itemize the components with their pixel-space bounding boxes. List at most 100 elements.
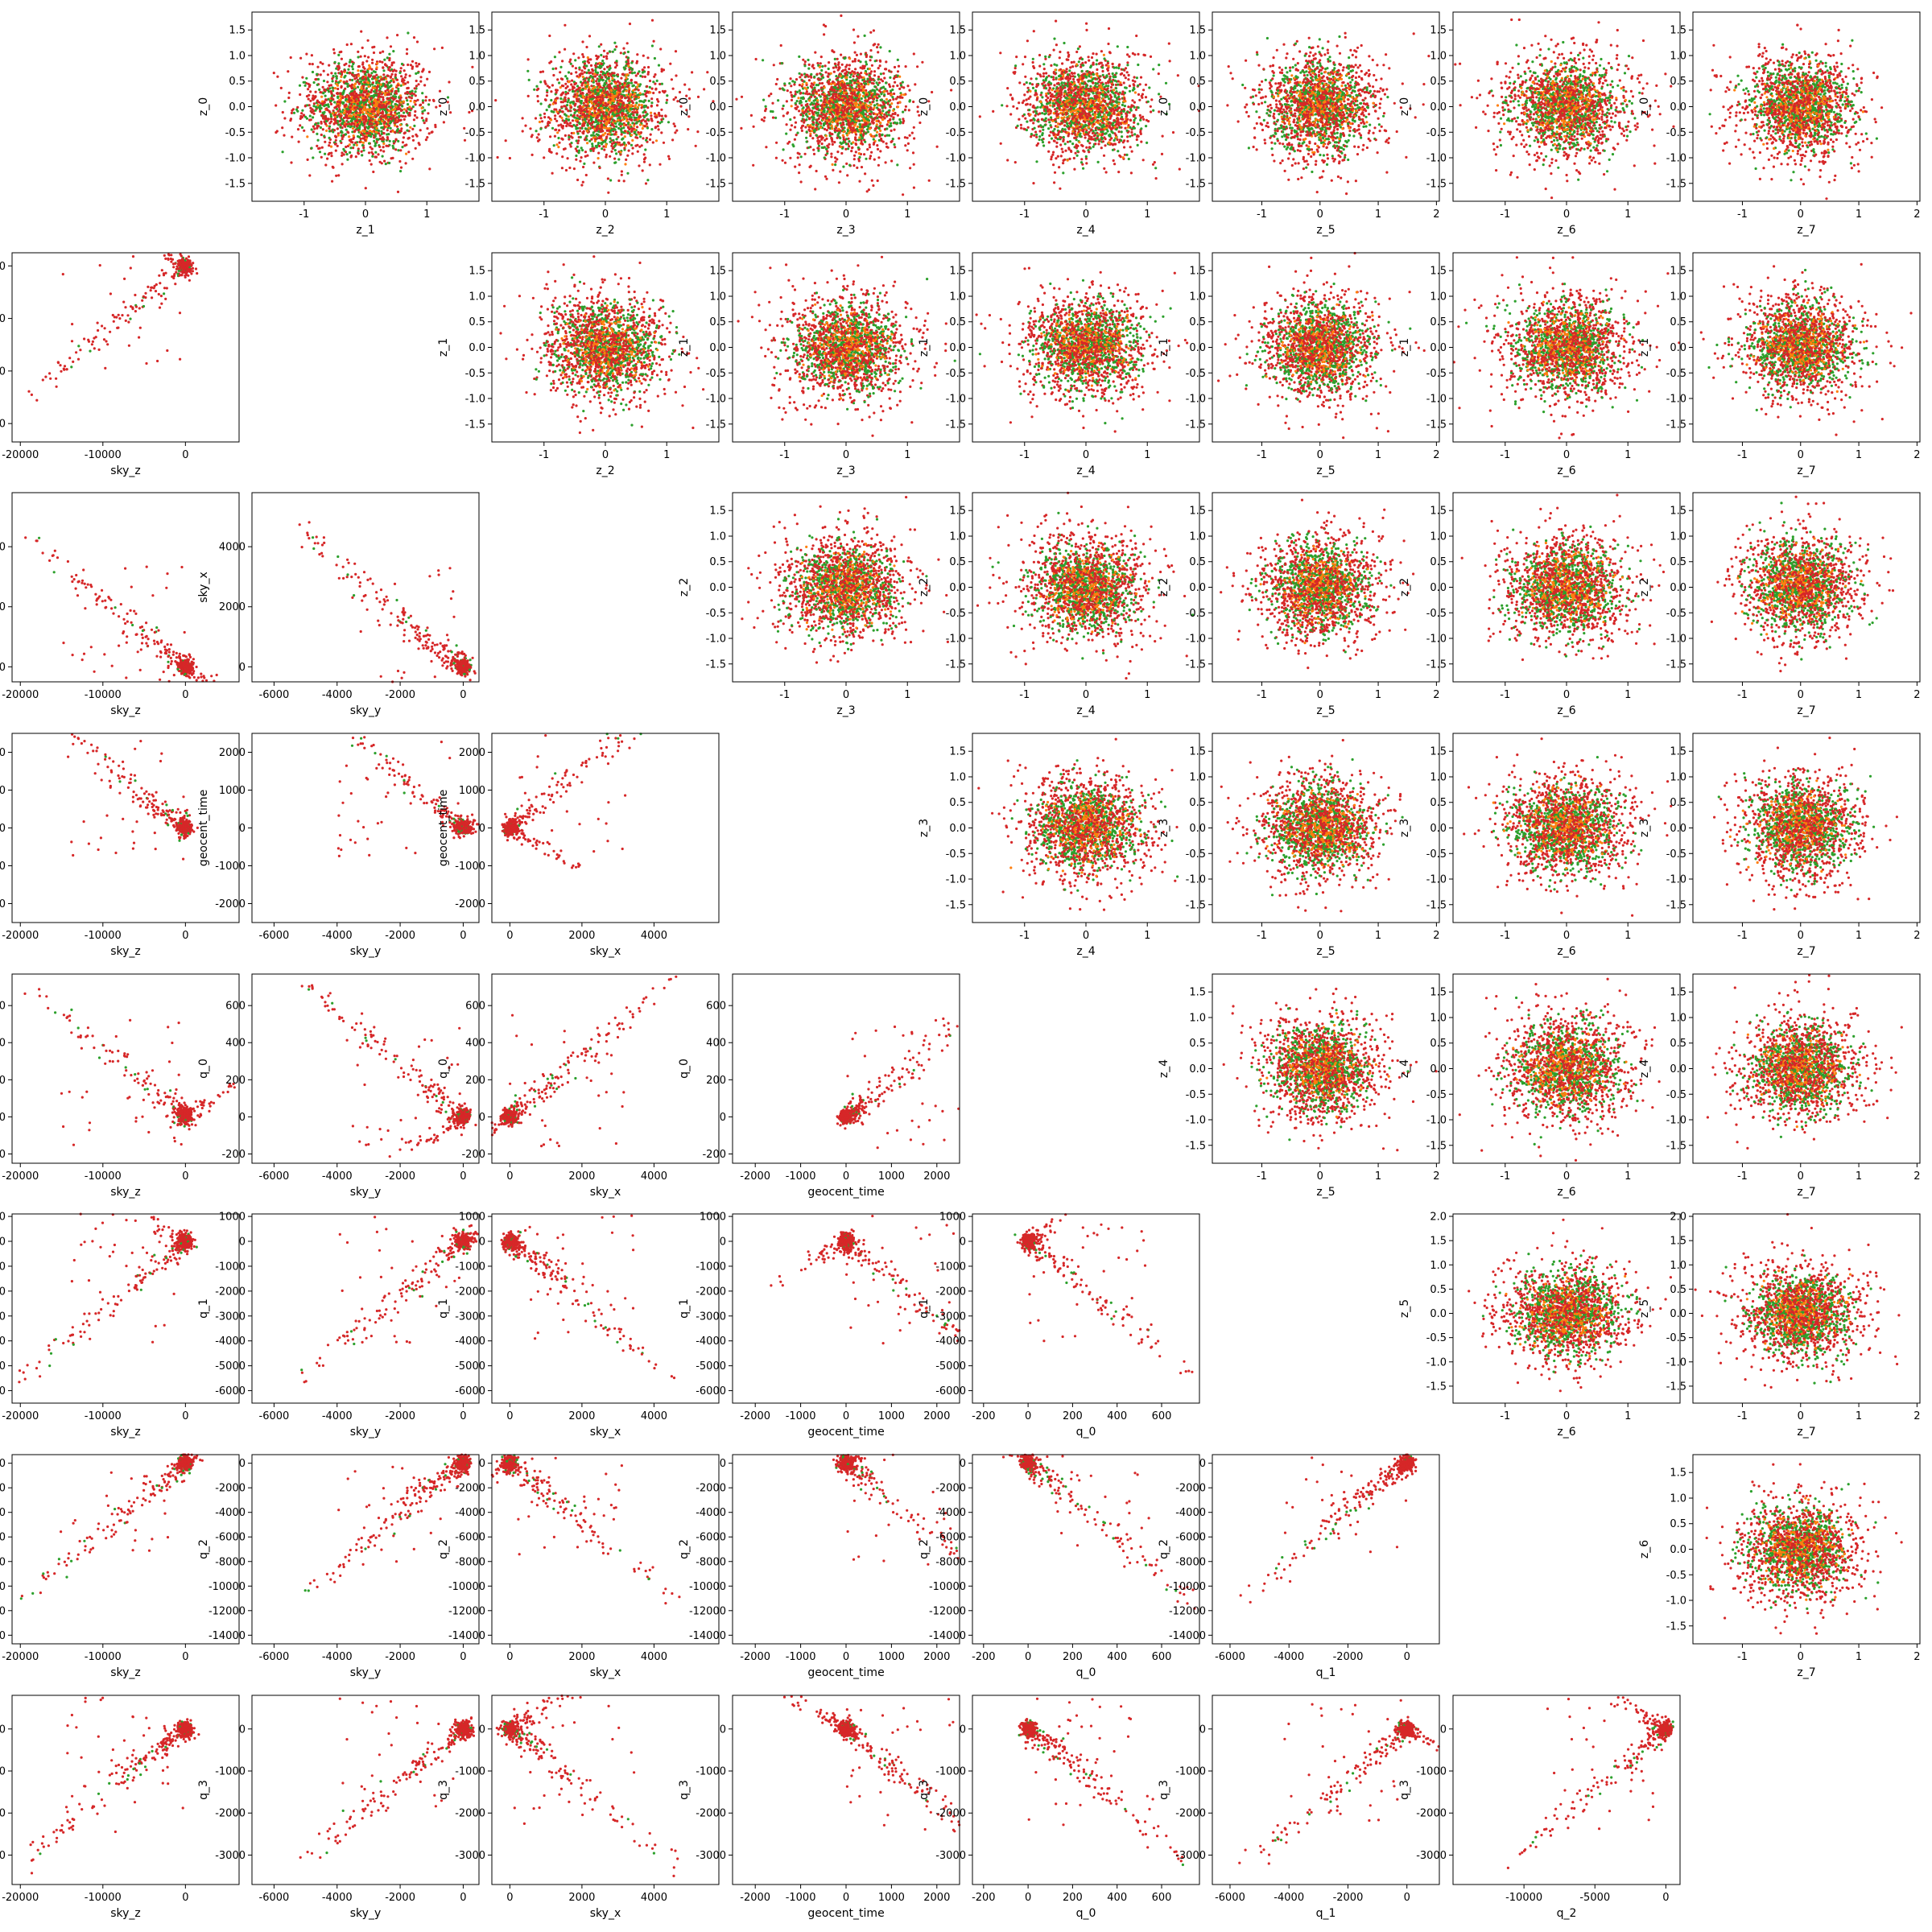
scatter-point <box>413 101 415 103</box>
scatter-point <box>360 56 362 58</box>
scatter-point <box>312 130 315 133</box>
scatter-point <box>311 128 313 130</box>
scatter-point <box>343 112 345 114</box>
scatter-point <box>354 83 357 85</box>
scatter-point <box>373 70 375 72</box>
scatter-point <box>379 87 382 89</box>
scatter-point <box>365 112 367 114</box>
scatter-point <box>282 151 284 153</box>
scatter-point <box>464 139 466 142</box>
scatter-point <box>366 93 369 95</box>
scatter-point <box>309 115 312 118</box>
scatter-point <box>361 151 363 153</box>
scatter-point <box>411 158 414 160</box>
scatter-point <box>344 69 346 72</box>
scatter-point <box>312 63 314 65</box>
scatter-point <box>314 109 316 112</box>
scatter-point <box>369 114 372 117</box>
scatter-point <box>380 149 382 151</box>
scatter-point <box>283 117 286 119</box>
scatter-point <box>374 145 376 147</box>
scatter-point <box>357 75 360 77</box>
scatter-point <box>374 151 377 154</box>
scatter-point <box>290 56 292 59</box>
scatter-point <box>390 85 392 87</box>
scatter-point <box>318 101 320 104</box>
scatter-point <box>280 87 283 89</box>
scatter-point <box>392 70 394 72</box>
scatter-point <box>386 56 389 59</box>
scatter-point <box>345 129 348 131</box>
scatter-point <box>339 110 341 113</box>
scatter-point <box>385 163 387 165</box>
scatter-point <box>345 96 347 98</box>
scatter-point <box>351 65 353 68</box>
scatter-point <box>346 43 349 46</box>
scatter-point <box>301 76 303 79</box>
scatter-point <box>313 127 316 130</box>
scatter-point <box>319 147 321 150</box>
scatter-point <box>364 55 366 57</box>
scatter-point <box>334 72 336 75</box>
scatter-point <box>391 157 394 159</box>
scatter-point <box>291 112 293 114</box>
scatter-point <box>379 76 382 78</box>
scatter-point <box>355 155 357 158</box>
scatter-point <box>350 141 353 143</box>
scatter-point <box>375 127 378 130</box>
scatter-point <box>299 115 302 118</box>
scatter-point <box>425 96 427 98</box>
scatter-point <box>368 142 370 145</box>
scatter-point <box>399 124 402 126</box>
scatter-point <box>328 105 330 108</box>
scatter-point <box>320 61 322 64</box>
scatter-point <box>382 67 384 69</box>
scatter-point <box>381 133 383 135</box>
scatter-point <box>327 98 329 101</box>
scatter-point <box>316 133 318 135</box>
scatter-point <box>383 76 386 79</box>
scatter-point <box>428 71 431 73</box>
scatter-point <box>372 171 374 173</box>
scatter-point <box>344 88 346 90</box>
scatter-point <box>376 66 378 68</box>
scatter-point <box>330 118 332 120</box>
scatter-point <box>340 86 342 89</box>
scatter-point <box>382 142 385 145</box>
scatter-point <box>336 97 339 99</box>
scatter-point <box>365 187 367 189</box>
scatter-point <box>397 120 399 122</box>
scatter-point <box>353 134 355 137</box>
scatter-point <box>306 135 308 138</box>
scatter-point <box>343 124 345 126</box>
scatter-point <box>327 73 329 76</box>
scatter-point <box>299 85 301 87</box>
scatter-point <box>330 146 332 148</box>
scatter-point <box>301 109 303 112</box>
scatter-point <box>318 89 320 91</box>
scatter-point <box>407 81 409 84</box>
scatter-point <box>283 100 286 102</box>
scatter-point <box>325 130 328 132</box>
scatter-point <box>337 134 340 137</box>
scatter-point <box>349 147 352 149</box>
scatter-point <box>350 115 353 118</box>
scatter-point <box>351 79 353 81</box>
scatter-point <box>307 159 309 161</box>
scatter-point <box>316 104 319 106</box>
scatter-point <box>356 144 358 147</box>
scatter-point <box>410 64 412 66</box>
scatter-point <box>292 108 295 110</box>
scatter-point <box>443 121 445 123</box>
scatter-point <box>357 129 360 131</box>
scatter-point <box>382 146 385 148</box>
scatter-point <box>347 68 349 71</box>
scatter-point <box>371 133 374 135</box>
scatter-point <box>339 140 341 142</box>
scatter-point <box>471 66 473 68</box>
scatter-point <box>304 85 307 87</box>
scatter-point <box>407 151 410 153</box>
scatter-point <box>331 180 333 183</box>
scatter-point <box>308 174 311 176</box>
scatter-point <box>360 88 362 90</box>
